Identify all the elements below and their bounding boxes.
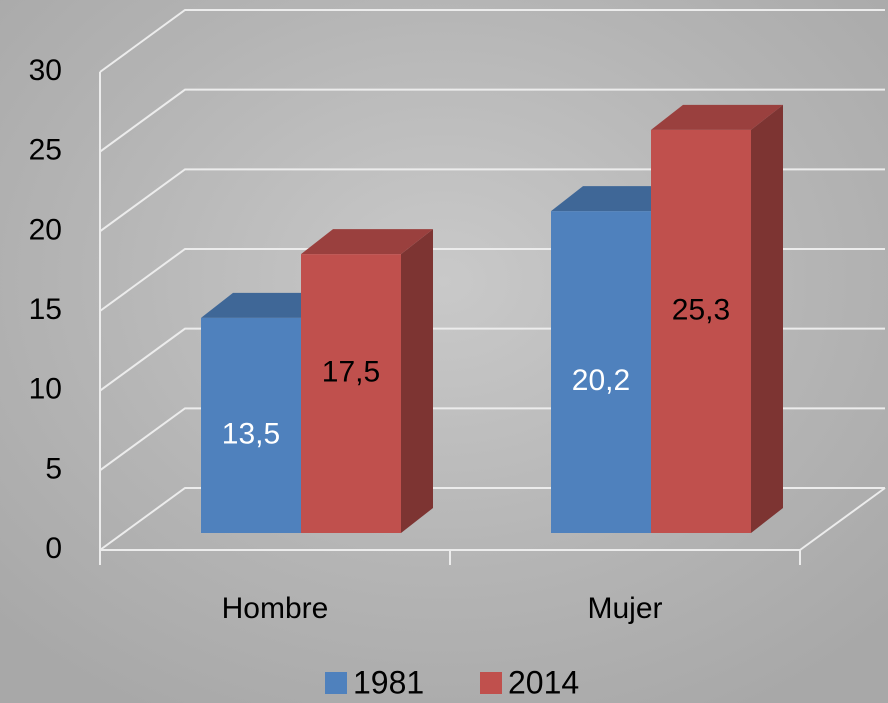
bar — [651, 104, 783, 534]
legend-label: 2014 — [508, 664, 579, 700]
bar-side — [751, 104, 783, 534]
y-tick-label: 0 — [45, 532, 62, 565]
y-tick-label: 30 — [29, 54, 62, 87]
legend-label: 1981 — [353, 664, 424, 700]
data-label: 13,5 — [222, 417, 280, 450]
axis-line — [799, 487, 886, 551]
grid-line — [99, 9, 885, 73]
data-label: 17,5 — [322, 356, 380, 389]
bar-side — [401, 229, 433, 533]
bar-front — [201, 317, 301, 533]
bar-top — [201, 292, 333, 318]
bar-front — [551, 211, 651, 533]
bar-top — [551, 186, 683, 212]
y-tick-label: 15 — [29, 293, 62, 326]
y-tick-label: 5 — [45, 452, 62, 485]
y-tick-label: 25 — [29, 134, 62, 167]
bar-top — [651, 104, 783, 130]
bar — [301, 229, 433, 533]
grid-line — [99, 88, 885, 153]
y-tick-label: 10 — [29, 373, 62, 406]
data-label: 25,3 — [672, 293, 730, 326]
x-tick-label: Hombre — [222, 592, 329, 625]
y-tick-label: 20 — [29, 213, 62, 246]
x-tick-label: Mujer — [587, 592, 662, 625]
bar-front — [301, 254, 401, 533]
bar-top — [301, 229, 433, 255]
bar-front — [651, 129, 751, 534]
legend-swatch — [480, 672, 502, 694]
data-label: 20,2 — [572, 364, 630, 397]
legend-swatch — [325, 672, 347, 694]
